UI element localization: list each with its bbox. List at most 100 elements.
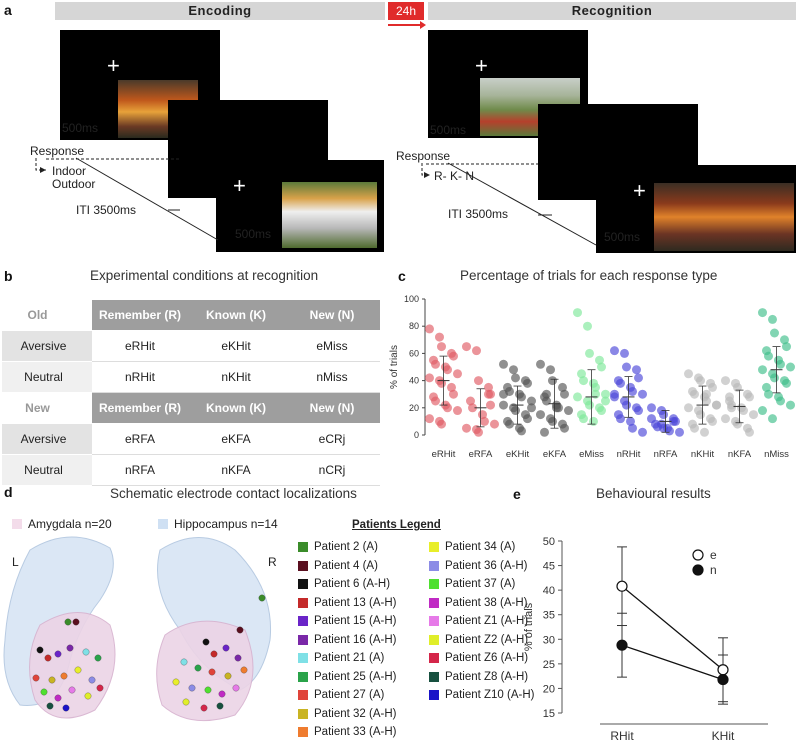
data-point: [634, 406, 643, 416]
delay-arrow: [388, 21, 426, 29]
data-point: [696, 410, 705, 420]
patient-legend-item: Patient 25 (A-H): [298, 668, 433, 687]
table-cell: nRHit: [92, 361, 188, 393]
data-point-n: [717, 673, 729, 686]
patient-legend-item: Patient Z1 (A-H): [429, 612, 564, 631]
data-point: [628, 386, 637, 396]
data-point: [435, 332, 444, 342]
data-point: [702, 396, 711, 406]
data-point: [768, 414, 777, 424]
electrode-contact: [72, 618, 80, 626]
table-cell: nCRj: [284, 454, 380, 486]
electrode-contact: [194, 664, 202, 672]
electrode-contact: [232, 684, 240, 692]
encoding-response-label: Response: [30, 144, 85, 158]
row-label: Neutral: [2, 454, 92, 486]
electrode-contact: [40, 688, 48, 696]
data-point: [620, 348, 629, 358]
data-point: [745, 392, 754, 402]
patient-legend-item: Patient 4 (A): [298, 557, 433, 576]
recognition-timeline-lines: [421, 162, 597, 246]
data-point: [782, 342, 791, 352]
data-point: [638, 427, 647, 437]
data-point: [770, 373, 779, 383]
y-tick-label: 40: [409, 376, 419, 386]
data-point: [583, 321, 592, 331]
patient-swatch: [429, 690, 439, 701]
encoding-fixation-duration: 500ms: [62, 121, 99, 135]
data-point: [552, 403, 561, 413]
electrode-contact: [240, 666, 248, 674]
table-cell: eMiss: [284, 330, 380, 362]
patient-label: Patient 6 (A-H): [314, 578, 391, 591]
row-label: Aversive: [2, 423, 92, 455]
row-label: Neutral: [2, 361, 92, 393]
patient-swatch: [429, 671, 439, 682]
data-point: [696, 376, 705, 386]
patient-swatch: [298, 708, 308, 719]
x-tick-label: eRFA: [469, 449, 493, 460]
patient-label: Patient 37 (A): [445, 578, 516, 591]
data-point: [431, 359, 440, 369]
table-cell: eCRj: [284, 423, 380, 455]
x-tick-label: eRHit: [432, 449, 456, 460]
fixation-cross: +: [233, 173, 246, 198]
data-point: [782, 378, 791, 388]
patients-legend-col1: Patient 2 (A) Patient 4 (A) Patient 6 (A-H…: [298, 538, 433, 742]
patient-legend-item: Patient Z8 (A-H): [429, 668, 564, 687]
electrode-contact: [180, 658, 188, 666]
data-point: [780, 335, 789, 345]
y-tick-label: 15: [543, 708, 555, 720]
patient-swatch: [429, 579, 439, 590]
encoding-choice-outdoor: Outdoor: [52, 177, 96, 191]
data-point: [669, 416, 678, 426]
y-tick-label: 100: [404, 294, 419, 304]
patients-legend-title: Patients Legend: [352, 519, 441, 531]
electrode-contact: [68, 686, 76, 694]
x-tick-label: nKHit: [691, 449, 715, 460]
patient-legend-item: Patient 6 (A-H): [298, 575, 433, 594]
patient-label: Patient Z8 (A-H): [445, 670, 529, 683]
data-point: [536, 410, 545, 420]
fixation-cross: +: [107, 53, 120, 78]
table-cell: nRFA: [92, 454, 188, 486]
x-tick-label: nKFA: [728, 449, 752, 460]
panel-a-label: a: [4, 2, 12, 18]
data-point: [610, 346, 619, 356]
recognition-iti-label: ITI 3500ms: [448, 207, 509, 221]
data-point: [579, 414, 588, 424]
y-tick-label: 35: [543, 610, 555, 622]
panel-b-title: Experimental conditions at recognition: [90, 268, 319, 283]
recognition-choices: R- K- N: [434, 169, 474, 183]
data-point: [499, 400, 508, 410]
table-cell: nMiss: [284, 361, 380, 393]
data-point: [499, 389, 508, 399]
data-point: [486, 400, 495, 410]
table-cell: eKHit: [188, 330, 284, 362]
encoding-timeline-lines: [35, 157, 219, 241]
data-point: [425, 373, 434, 383]
amygdala-legend: Amygdala n=20: [12, 517, 112, 531]
amygdala-label: Amygdala n=20: [28, 517, 112, 531]
electrode-contact: [216, 702, 224, 710]
patient-legend-item: Patient 32 (A-H): [298, 705, 433, 724]
data-point: [560, 423, 569, 433]
data-point: [511, 373, 520, 383]
data-point: [449, 351, 458, 361]
patient-label: Patient 16 (A-H): [314, 633, 397, 646]
data-point: [447, 382, 456, 392]
data-point: [597, 406, 606, 416]
electrode-contact: [202, 638, 210, 646]
data-point: [517, 392, 526, 402]
patient-legend-item: Patient 15 (A-H): [298, 612, 433, 631]
series-line-e: [621, 585, 724, 671]
data-point: [659, 410, 668, 420]
data-point: [585, 348, 594, 358]
data-point: [484, 389, 493, 399]
electrode-contact: [224, 672, 232, 680]
patient-label: Patient 38 (A-H): [445, 596, 528, 609]
data-point: [768, 314, 777, 324]
table-cell: eKFA: [188, 423, 284, 455]
data-point: [589, 416, 598, 426]
data-point: [626, 416, 635, 426]
